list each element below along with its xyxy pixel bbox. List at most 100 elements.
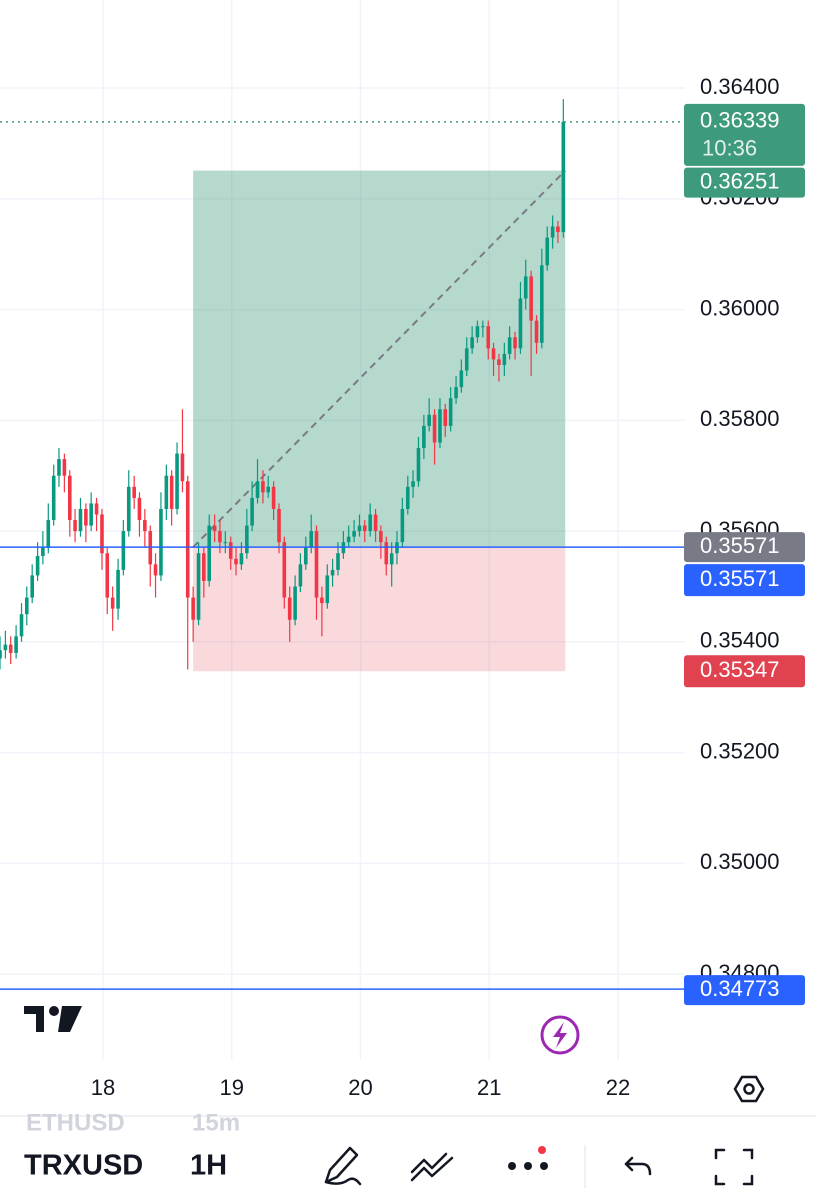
indicators-button[interactable] [410,1152,454,1182]
candle-body [57,459,61,476]
candle-body [491,348,496,360]
candle-body [556,226,560,233]
candle-body [143,520,147,532]
candle-body [309,531,314,548]
candle-body [357,525,362,532]
candle-body [293,586,297,620]
candle-body [196,553,201,620]
candle-body [416,448,421,482]
alert-price-tag-bg [684,975,805,1006]
candle-body [271,486,276,509]
y-tick-label: 0.35400 [700,628,780,653]
candle-body [159,508,163,576]
candle-body [41,547,45,557]
draw-button[interactable] [324,1146,362,1186]
candle-body [0,650,2,659]
position-path [192,169,566,548]
candle-body [250,497,254,526]
lines-layer [0,121,685,990]
y-tick-label: 0.36400 [700,74,780,99]
candle-body [67,475,72,521]
candle-body [314,531,319,598]
candle-body [84,508,88,526]
candle-body [228,542,233,559]
candle-body [454,387,458,399]
candle-body [481,326,485,328]
candle-body [261,481,265,493]
candle-body [304,547,308,565]
interval-button[interactable]: 1H [190,1150,227,1182]
candle-body [379,531,383,543]
candle-body [405,486,410,509]
undo-button[interactable] [624,1156,652,1176]
candle-body [352,531,356,537]
previous-interval: 15m [192,1109,240,1136]
candle-body [255,481,260,498]
symbol-button[interactable]: TRXUSD [24,1150,143,1182]
candle-body [110,597,115,609]
candle-body [126,486,131,532]
candle-body [30,575,34,598]
lightning-button[interactable] [540,1015,580,1055]
candle-body [384,542,389,565]
candle-body [459,370,464,388]
candle-body [470,337,474,349]
candle-body [513,337,517,349]
target-price-tag: 0.36251 [700,168,780,193]
loss-zone [193,547,566,672]
candle-body [540,265,544,343]
candle-body [287,597,292,620]
current-price-tag: 0.36339 [700,108,780,133]
candle-body [100,514,104,554]
alert-price-tag: 0.35571 [700,566,780,591]
candle-body [137,497,142,521]
candle-body [234,558,238,565]
entry-price-tag: 0.35571 [700,533,780,558]
candle-body [180,453,185,482]
fullscreen-button[interactable] [714,1148,754,1186]
candle-body [373,514,378,532]
candle-body [46,520,51,548]
x-tick-label: 19 [220,1075,244,1100]
candle-body [362,525,367,532]
x-tick-label: 20 [348,1075,372,1100]
candle-body [51,475,56,521]
alert-price-tag-bg [684,564,805,597]
candle-body [523,276,528,299]
candle-body [14,636,18,653]
candle-body [518,298,523,349]
candle-body [368,514,372,532]
candle-body [3,644,8,651]
candle-body [320,597,324,604]
more-button[interactable] [508,1146,548,1170]
candle-body [116,569,120,609]
candle-body [432,414,437,443]
candle-body [325,575,330,604]
candle-body [497,359,501,365]
candle-body [94,503,99,515]
y-tick-label: 0.35800 [700,406,780,431]
candle-body [121,531,126,570]
settings-button[interactable] [733,1075,765,1103]
candle-body [191,597,195,620]
candle-body [545,237,550,266]
candle-body [105,553,110,598]
candle-body [277,508,281,543]
candle-body [89,503,93,526]
candle-body [529,276,533,321]
candle-body [346,536,351,543]
entry-price-tag-bg [684,532,805,563]
candle-body [561,121,566,233]
candle-body [202,553,206,581]
candle-body [330,569,335,576]
candle-body [223,542,228,544]
stop-price-tag-bg [684,655,805,688]
previous-symbol: ETHUSD [26,1109,125,1136]
y-tick-label: 0.36000 [700,295,780,320]
candle-body [245,525,249,554]
candle-body [62,459,67,476]
candle-body [443,409,448,426]
candle-body [153,564,158,576]
x-tick-label: 18 [91,1075,115,1100]
